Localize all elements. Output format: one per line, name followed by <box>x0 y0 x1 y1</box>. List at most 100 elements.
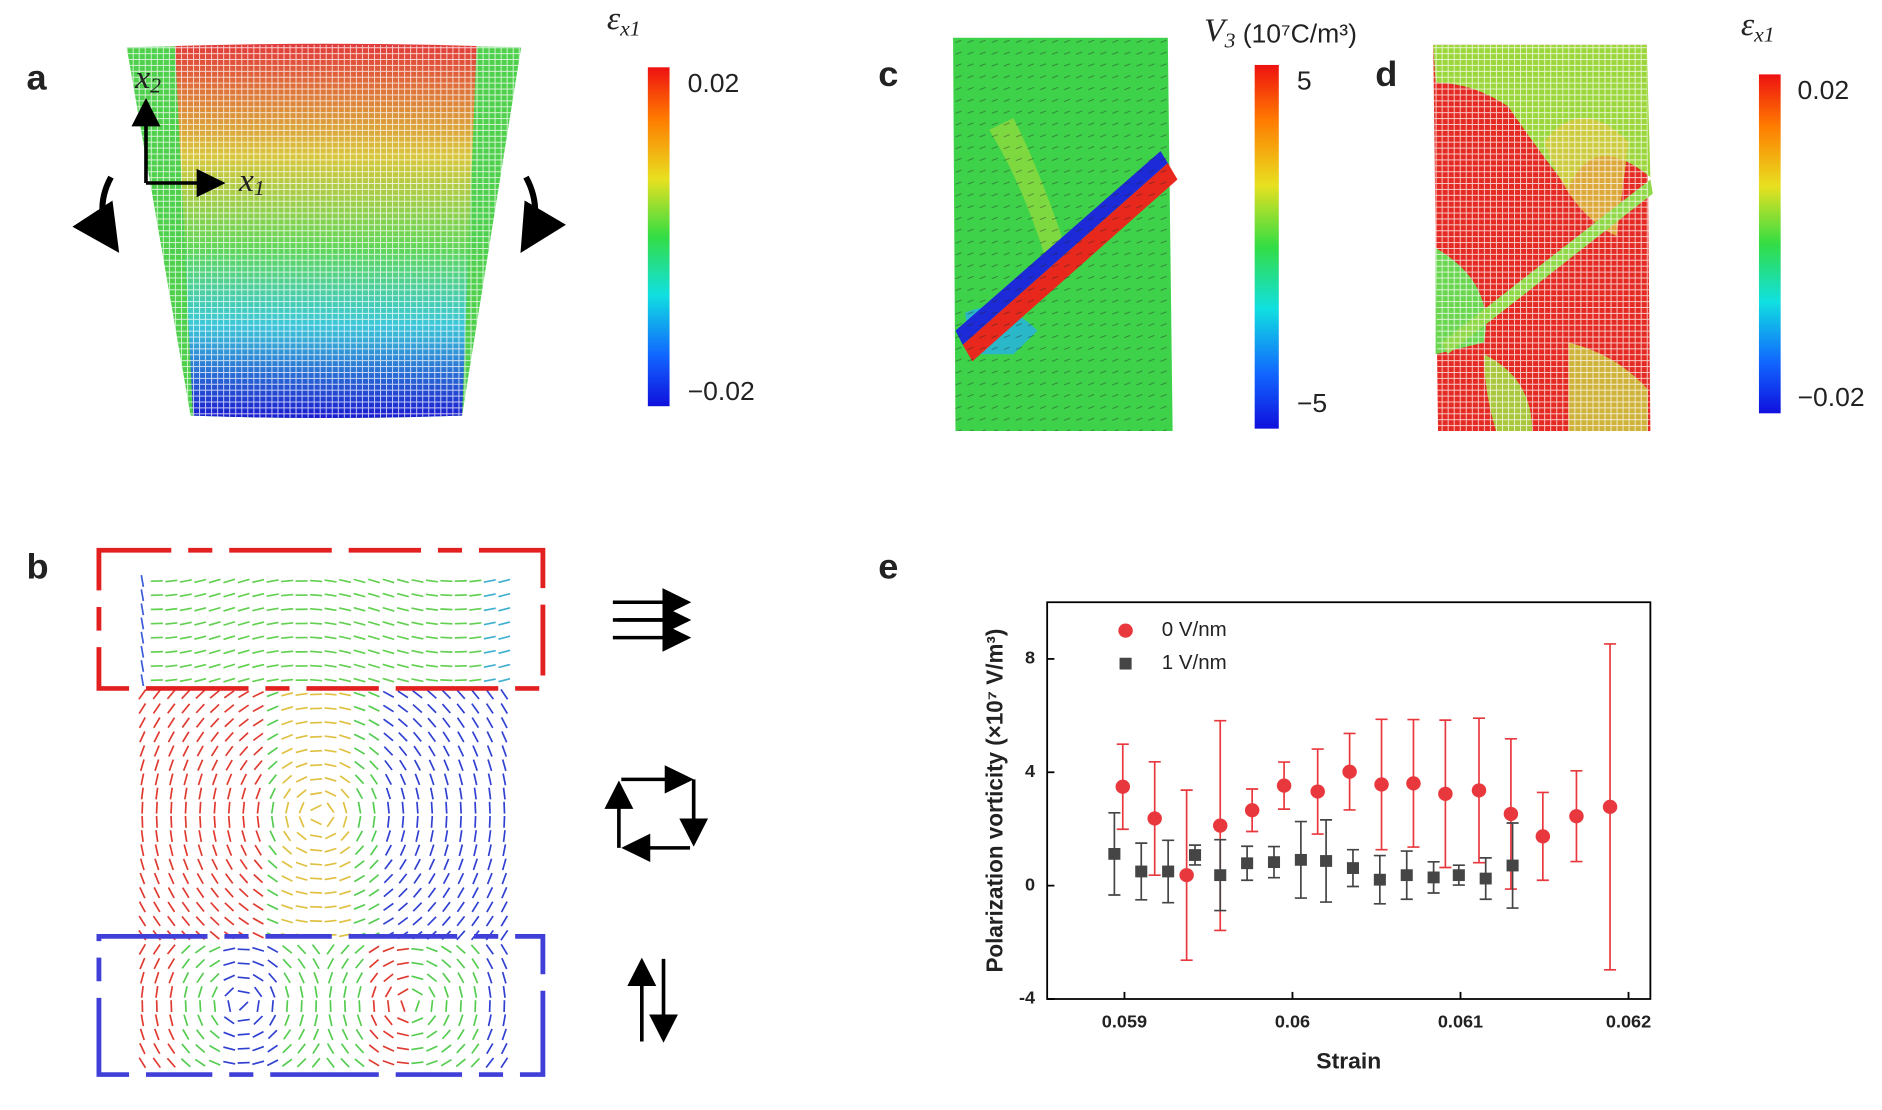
field-arrow <box>153 731 161 743</box>
field-arrow <box>368 691 380 698</box>
field-arrow <box>429 787 434 800</box>
field-arrow <box>498 635 511 640</box>
field-arrow <box>483 664 496 668</box>
field-arrow <box>367 578 381 584</box>
field-arrow <box>281 593 294 597</box>
field-arrow <box>324 776 337 782</box>
field-arrow <box>283 972 291 984</box>
field-arrow <box>210 873 219 885</box>
field-arrow <box>444 787 449 800</box>
panel-letter: e <box>878 547 898 587</box>
field-arrow <box>165 579 178 583</box>
field-arrow <box>498 607 511 612</box>
field-arrow <box>369 760 379 771</box>
field-arrow <box>194 607 207 612</box>
field-arrow <box>411 663 424 669</box>
field-arrow <box>445 1000 448 1013</box>
field-arrow <box>155 830 159 843</box>
field-arrow <box>383 902 394 912</box>
field-arrow <box>296 1058 307 1068</box>
field-arrow <box>399 759 407 771</box>
field-arrow <box>312 958 320 970</box>
subscript: x1 <box>1753 23 1774 47</box>
field-arrow <box>500 915 509 927</box>
field-arrow <box>237 635 250 641</box>
field-arrow <box>182 745 190 757</box>
field-arrow <box>309 834 323 838</box>
field-arrow <box>367 649 381 655</box>
field-arrow <box>252 718 264 727</box>
point <box>1406 776 1421 791</box>
field-arrow <box>383 746 394 756</box>
point <box>1108 847 1121 860</box>
field-arrow <box>266 719 279 727</box>
field-arrow <box>152 944 161 955</box>
field-arrow <box>501 886 508 899</box>
field-arrow <box>341 971 349 984</box>
field-arrow <box>369 773 379 785</box>
field-arrow <box>411 1061 424 1065</box>
field-arrow <box>226 787 232 800</box>
field-arrow <box>167 1043 176 1054</box>
field-arrow <box>310 763 323 767</box>
field-arrow <box>340 788 350 799</box>
field-arrow <box>485 944 494 955</box>
field-arrow <box>473 773 478 786</box>
field-arrow <box>179 621 192 626</box>
field-arrow <box>486 1043 494 1055</box>
field-arrow <box>252 690 264 698</box>
field-arrow <box>353 663 366 669</box>
field-arrow <box>153 717 161 729</box>
field-arrow <box>153 1028 160 1041</box>
field-arrow <box>140 645 145 658</box>
field-arrow <box>339 734 352 740</box>
field-arrow <box>429 844 435 857</box>
field-arrow <box>342 1014 348 1027</box>
field-arrow <box>226 830 232 842</box>
field-arrow <box>237 1033 250 1036</box>
field-arrow <box>430 815 434 828</box>
field-arrow <box>227 1000 232 1013</box>
field-arrow <box>326 1043 335 1055</box>
field-arrow <box>226 844 233 857</box>
field-arrow <box>194 621 207 626</box>
field-arrow <box>339 761 351 769</box>
field-arrow <box>441 1044 452 1053</box>
field-arrow <box>353 635 366 641</box>
axis-label: x1 <box>238 162 265 200</box>
field-arrow <box>425 946 438 953</box>
field-arrow <box>338 663 352 669</box>
field-arrow <box>225 873 234 884</box>
subscript: 3 <box>1224 29 1236 53</box>
point <box>1342 764 1357 779</box>
field-arrow <box>237 962 250 965</box>
legend-marker <box>1119 657 1132 670</box>
field-arrow <box>367 635 381 641</box>
point <box>1310 784 1325 799</box>
field-arrow <box>428 873 436 885</box>
field-arrow <box>210 1014 219 1026</box>
field-arrow <box>443 773 449 786</box>
point <box>1147 811 1162 826</box>
field-arrow <box>501 759 507 772</box>
field-arrow <box>266 635 279 640</box>
subscript: 2 <box>150 73 161 97</box>
field-arrow <box>255 787 261 800</box>
field-arrow <box>194 592 207 598</box>
field-arrow <box>386 801 390 814</box>
field-arrow <box>183 773 189 786</box>
field-arrow <box>459 801 463 814</box>
field-arrow <box>457 872 465 885</box>
field-arrow <box>198 830 203 842</box>
field-arrow <box>498 578 511 584</box>
field-arrow <box>400 1000 406 1012</box>
point <box>1569 809 1584 824</box>
field-arrow <box>281 636 294 640</box>
field-arrow <box>353 606 366 612</box>
field-arrow <box>430 1000 434 1013</box>
field-arrow <box>195 1029 205 1040</box>
field-arrow <box>252 704 264 713</box>
field-arrow <box>459 815 463 828</box>
field-arrow <box>469 650 482 654</box>
field-arrow <box>339 861 351 868</box>
